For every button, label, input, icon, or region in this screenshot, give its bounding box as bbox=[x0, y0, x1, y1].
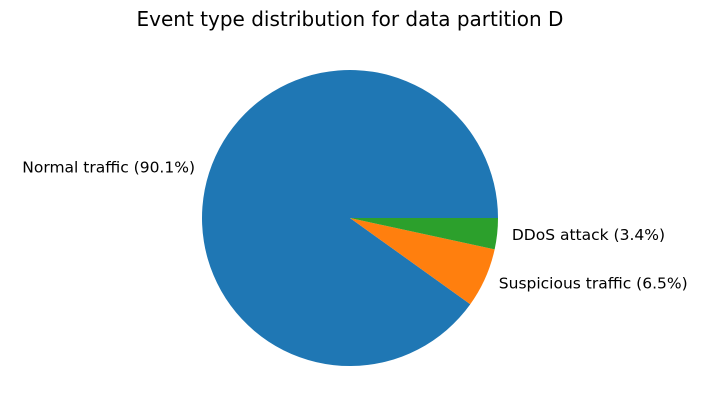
pie-slices bbox=[202, 70, 498, 367]
pie-slice-3 bbox=[350, 218, 498, 250]
pie-slice-label-2: Suspicious traffic (6.5%) bbox=[499, 275, 688, 293]
pie-labels: Normal traffic (90.1%) Suspicious traffic… bbox=[22, 159, 687, 293]
pie-slice-label-3: DDoS attack (3.4%) bbox=[512, 226, 665, 244]
chart-title: Event type distribution for data partiti… bbox=[137, 7, 564, 31]
pie-slice-1 bbox=[202, 70, 498, 367]
pie-slice-2 bbox=[350, 218, 495, 305]
pie-slice-label-1: Normal traffic (90.1%) bbox=[22, 159, 195, 177]
